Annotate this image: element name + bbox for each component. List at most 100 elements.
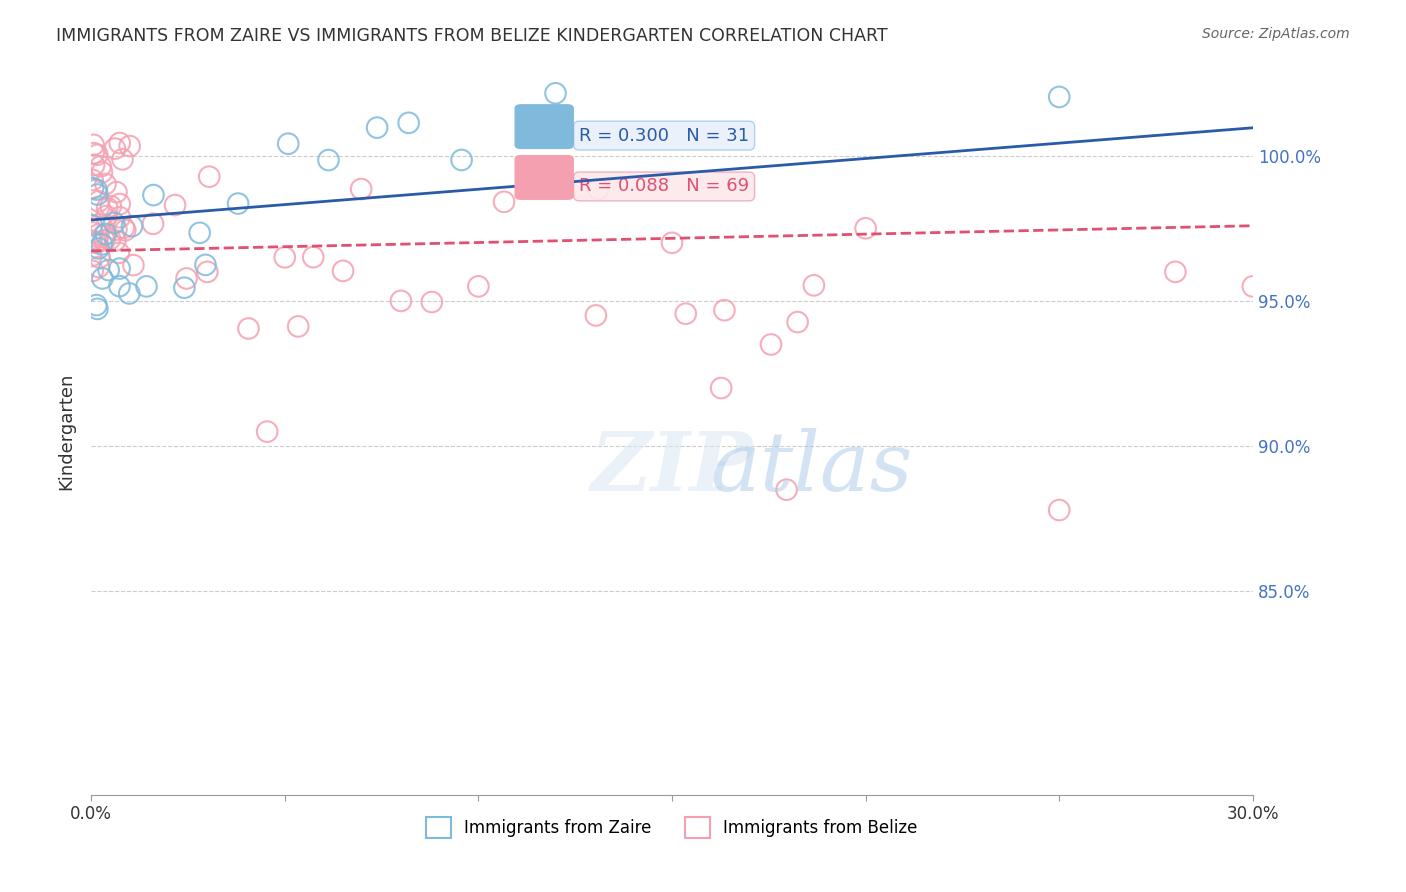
Point <box>122 258 145 272</box>
Point <box>710 381 733 395</box>
Point <box>194 258 217 272</box>
Point <box>90 159 112 173</box>
FancyBboxPatch shape <box>515 105 574 148</box>
Point <box>105 185 128 199</box>
Point <box>98 232 121 246</box>
Point <box>111 153 134 167</box>
Point <box>118 139 141 153</box>
Point <box>585 309 607 323</box>
Point <box>86 147 108 161</box>
Point <box>492 194 515 209</box>
Point <box>108 279 131 293</box>
Point <box>82 181 104 195</box>
Point <box>238 321 260 335</box>
Point <box>713 303 735 318</box>
Point <box>89 217 111 231</box>
Point <box>86 183 108 197</box>
Point <box>94 177 117 191</box>
Text: Source: ZipAtlas.com: Source: ZipAtlas.com <box>1202 27 1350 41</box>
Point <box>188 226 211 240</box>
Point <box>1241 279 1264 293</box>
Point <box>86 187 108 202</box>
Point <box>96 201 118 215</box>
Point <box>82 264 104 278</box>
Point <box>114 223 136 237</box>
Point <box>108 197 131 211</box>
Point <box>165 198 187 212</box>
Point <box>1047 503 1070 517</box>
Point <box>142 217 165 231</box>
Point <box>97 263 120 277</box>
Point <box>118 286 141 301</box>
Point <box>86 235 108 249</box>
Point <box>80 249 103 263</box>
Text: R = 0.300   N = 31: R = 0.300 N = 31 <box>579 127 749 145</box>
Text: IMMIGRANTS FROM ZAIRE VS IMMIGRANTS FROM BELIZE KINDERGARTEN CORRELATION CHART: IMMIGRANTS FROM ZAIRE VS IMMIGRANTS FROM… <box>56 27 887 45</box>
Point <box>100 199 122 213</box>
Point <box>198 169 221 184</box>
Point <box>1184 45 1206 59</box>
Point <box>80 218 103 232</box>
Point <box>108 136 131 150</box>
Point <box>108 246 131 260</box>
Point <box>86 298 108 312</box>
Text: R = 0.088   N = 69: R = 0.088 N = 69 <box>579 178 749 195</box>
Point <box>226 196 249 211</box>
Point <box>104 234 127 248</box>
Point <box>176 271 198 285</box>
Point <box>86 301 108 316</box>
Point <box>544 87 567 101</box>
Point <box>121 219 143 234</box>
Point <box>277 136 299 151</box>
FancyBboxPatch shape <box>515 156 574 199</box>
Point <box>87 194 110 209</box>
Text: ZIP: ZIP <box>591 428 754 508</box>
Point <box>87 241 110 255</box>
Point <box>105 222 128 236</box>
Point <box>173 281 195 295</box>
Point <box>274 250 297 264</box>
Point <box>759 337 782 351</box>
Point <box>83 158 105 172</box>
Point <box>366 120 388 135</box>
Point <box>256 425 278 439</box>
Point <box>82 173 104 187</box>
Point <box>302 250 325 264</box>
Point <box>104 142 127 156</box>
Point <box>91 271 114 285</box>
Point <box>87 227 110 242</box>
Point <box>135 279 157 293</box>
Point <box>1047 90 1070 104</box>
Point <box>786 315 808 329</box>
Point <box>93 233 115 247</box>
Point <box>389 293 412 308</box>
Text: atlas: atlas <box>710 428 912 508</box>
Point <box>586 182 609 196</box>
Point <box>80 234 103 248</box>
Point <box>420 295 443 310</box>
Point <box>94 227 117 241</box>
Point <box>84 235 107 250</box>
Point <box>803 278 825 293</box>
Point <box>108 211 131 225</box>
Point <box>287 319 309 334</box>
Point <box>195 265 218 279</box>
Point <box>112 220 135 235</box>
Point <box>318 153 340 167</box>
Point <box>450 153 472 167</box>
Point <box>93 228 115 243</box>
Point <box>87 200 110 214</box>
Point <box>1164 265 1187 279</box>
Point <box>675 307 697 321</box>
Point <box>91 165 114 179</box>
Point <box>83 146 105 161</box>
Point <box>855 221 877 235</box>
Point <box>87 260 110 274</box>
Point <box>398 116 420 130</box>
Point <box>108 261 131 276</box>
Point <box>467 279 489 293</box>
Point <box>90 237 112 252</box>
Point <box>775 483 797 497</box>
Legend: Immigrants from Zaire, Immigrants from Belize: Immigrants from Zaire, Immigrants from B… <box>419 811 925 845</box>
Point <box>89 251 111 265</box>
